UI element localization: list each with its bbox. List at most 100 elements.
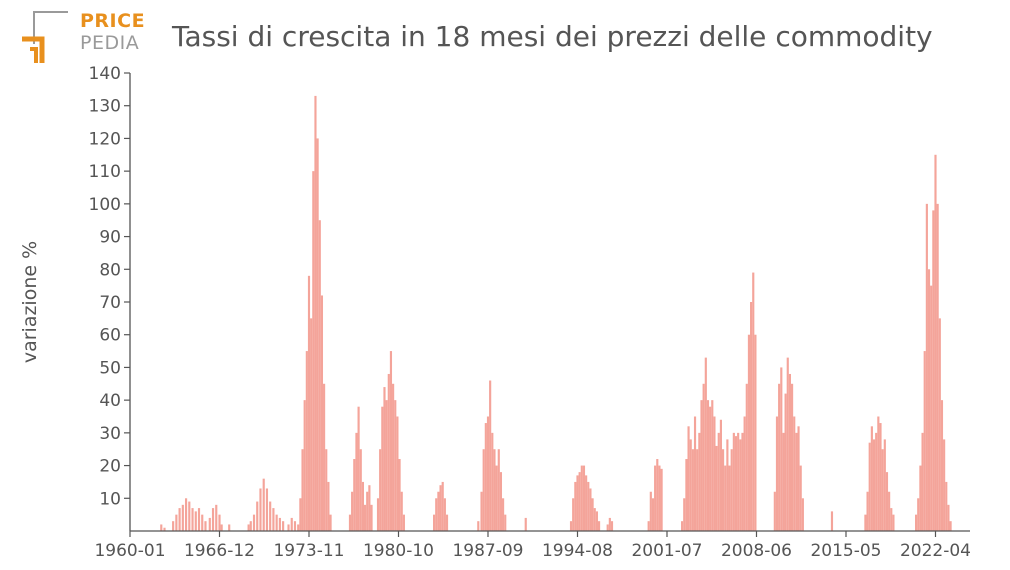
bar [325, 449, 328, 531]
bar [389, 351, 393, 531]
bar [775, 416, 779, 531]
bar [265, 488, 269, 531]
bar [940, 400, 944, 531]
bar [574, 481, 577, 531]
bar [585, 475, 588, 531]
bar [915, 514, 918, 531]
bar [220, 524, 223, 531]
bar [495, 465, 498, 531]
bar [437, 491, 440, 531]
bar [696, 449, 699, 531]
bar [218, 514, 221, 531]
bar [698, 432, 701, 531]
bar [215, 504, 218, 531]
bar [593, 508, 596, 531]
y-tick-label: 60 [99, 326, 121, 346]
bar [368, 485, 371, 531]
bar [932, 210, 935, 531]
y-tick-label: 120 [89, 129, 121, 149]
bar [443, 498, 446, 531]
bar [778, 383, 781, 531]
logo-text-price: PRICE [80, 10, 146, 32]
bar [211, 508, 215, 531]
x-tick-label: 2022-04 [900, 541, 971, 561]
bar [728, 465, 731, 531]
bar [715, 445, 718, 531]
bar [892, 514, 895, 531]
bar [745, 383, 748, 531]
bar [385, 400, 388, 531]
y-tick-label: 110 [89, 162, 121, 182]
bar [681, 521, 684, 531]
bar [719, 419, 722, 531]
y-tick-label: 70 [99, 293, 121, 313]
bar [188, 501, 191, 531]
bar [868, 442, 871, 531]
bar [181, 504, 184, 531]
bar [700, 400, 703, 531]
bar [392, 383, 395, 531]
bar [572, 498, 575, 531]
bar [497, 449, 500, 531]
bar [752, 272, 755, 531]
x-tick-label: 1966-12 [184, 541, 255, 561]
bar [717, 432, 720, 531]
bar [178, 508, 181, 531]
bar [721, 449, 725, 531]
bar [917, 498, 920, 531]
bar [303, 400, 306, 531]
bar [702, 383, 705, 531]
bar [945, 481, 948, 531]
bar [782, 432, 785, 531]
bar [595, 511, 598, 531]
bar [383, 387, 386, 531]
bar [943, 439, 946, 531]
bar [608, 517, 611, 531]
bar [879, 423, 882, 531]
bar [791, 383, 794, 531]
bar [947, 504, 950, 531]
bar [649, 491, 652, 531]
bar [329, 514, 332, 531]
bar [938, 318, 941, 531]
bar [228, 524, 231, 531]
bar [730, 449, 733, 531]
bar [363, 504, 367, 531]
x-tick-label: 1987-09 [452, 541, 523, 561]
logo-text-pedia: PEDIA [80, 32, 140, 54]
bar [930, 285, 933, 531]
bar [687, 426, 690, 531]
bar [370, 504, 373, 531]
bar [780, 367, 783, 531]
bar [484, 423, 487, 531]
bar [278, 517, 281, 531]
bar [439, 485, 442, 531]
bar [433, 514, 436, 531]
bar [587, 481, 590, 531]
bar [610, 521, 614, 531]
bar [651, 498, 655, 531]
bar [201, 514, 204, 531]
y-tick-label: 20 [99, 457, 121, 477]
x-tick-label: 1980-10 [363, 541, 434, 561]
bar [486, 416, 490, 531]
bar [591, 498, 594, 531]
y-tick-label: 140 [89, 64, 121, 84]
bar [287, 524, 290, 531]
bar [870, 426, 873, 531]
y-tick-label: 10 [99, 489, 121, 509]
bar [249, 521, 252, 531]
bar [709, 406, 712, 531]
bar [293, 521, 297, 531]
bar [310, 318, 313, 531]
bar [301, 449, 304, 531]
x-tick-label: 1960-01 [94, 541, 165, 561]
bar [936, 203, 939, 531]
bar [890, 508, 893, 531]
bar [773, 491, 776, 531]
bar [204, 521, 207, 531]
bar [361, 481, 364, 531]
bar [269, 501, 272, 531]
bar [355, 432, 358, 531]
bar [784, 393, 787, 531]
